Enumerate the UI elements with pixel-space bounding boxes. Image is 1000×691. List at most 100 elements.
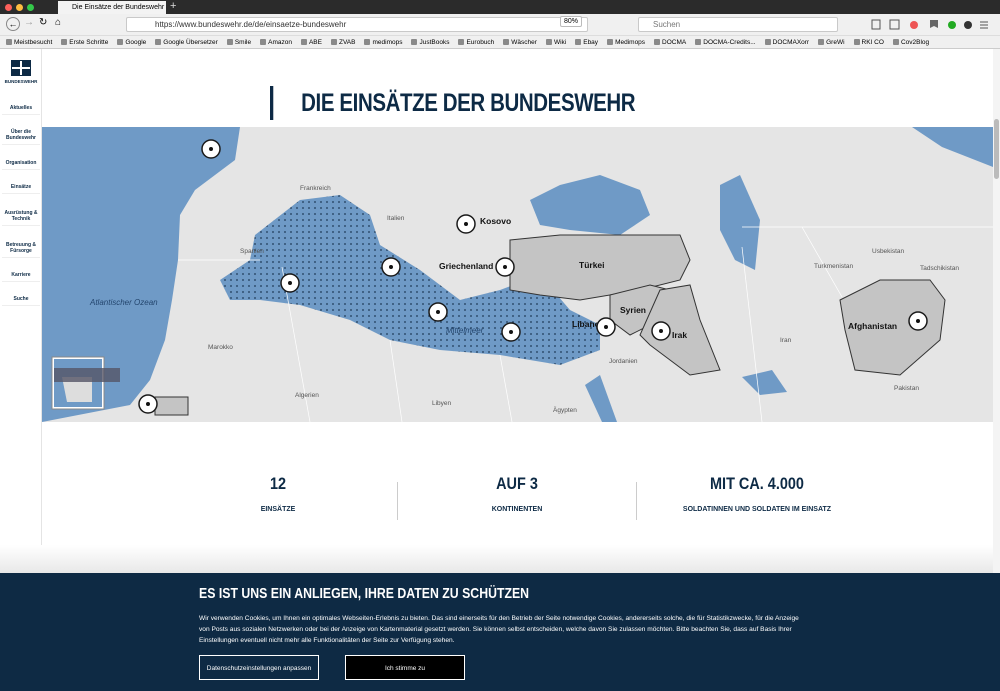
bookmark[interactable]: Meistbesucht [6, 36, 52, 48]
map-label: Ägypten [553, 406, 577, 414]
map-label: Kosovo [480, 216, 511, 226]
minimize-button[interactable] [16, 4, 23, 11]
bookmark[interactable]: DOCMA [654, 36, 686, 48]
bookmark[interactable]: Medimops [607, 36, 645, 48]
nav-item[interactable]: Aktuelles [2, 102, 40, 115]
map-label: Spanien [240, 248, 264, 255]
mission-markers [138, 139, 928, 414]
settings-button[interactable]: Datenschutzeinstellungen anpassen [199, 655, 319, 680]
bookmark[interactable]: Google [117, 36, 146, 48]
logo-text: BUNDESWEHR [4, 79, 38, 84]
close-button[interactable] [5, 4, 12, 11]
marker-dot [389, 265, 393, 269]
page-title: DIE EINSÄTZE DER BUNDESWEHR [270, 86, 636, 120]
marker-dot [659, 329, 663, 333]
stat-value: 12 [269, 474, 287, 493]
nav-item[interactable]: Organisation [2, 157, 40, 170]
fade [0, 545, 993, 573]
nav-bar: ← → ↻ ⌂ https://www.bundeswehr.de/de/ein… [0, 14, 1000, 36]
borders [178, 226, 993, 422]
url-field[interactable]: https://www.bundeswehr.de/de/einsaetze-b… [126, 17, 588, 32]
map-label: Marokko [208, 344, 233, 351]
bookmark[interactable]: GreWi [818, 36, 844, 48]
toolbar-icons [871, 19, 988, 30]
map-label: Usbekistan [872, 248, 905, 255]
bookmark[interactable]: ABE [301, 36, 322, 48]
mission-countries [154, 234, 946, 416]
home-button[interactable]: ⌂ [55, 17, 62, 28]
map-label: Jordanien [609, 358, 638, 365]
map-label: Mittelmeer [446, 326, 484, 335]
nav-item[interactable]: Einsätze [2, 181, 40, 194]
bookmark[interactable]: Wäscher [503, 36, 537, 48]
map-label: Turkmenistan [814, 263, 854, 270]
marker-dot [503, 265, 507, 269]
bookmark[interactable]: Wiki [546, 36, 566, 48]
forward-button[interactable]: → [24, 17, 34, 28]
tab[interactable]: Die Einsätze der Bundeswehr [58, 1, 166, 14]
nav-item[interactable]: Betreuung & Fürsorge [2, 239, 40, 258]
accept-button[interactable]: Ich stimme zu [345, 655, 465, 680]
reload-button[interactable]: ↻ [39, 17, 48, 28]
scrollbar[interactable] [993, 49, 1000, 573]
cookie-banner: ES IST UNS EIN ANLIEGEN, IHRE DATEN ZU S… [0, 573, 1000, 691]
bookmark[interactable]: Smile [227, 36, 251, 48]
zoom-button[interactable] [27, 4, 34, 11]
mission-map: Frankreich Spanien Atlantischer Ozean Marok… [42, 127, 993, 422]
bookmark[interactable]: medimops [364, 36, 402, 48]
zoom-indicator[interactable]: 80% [560, 16, 583, 27]
map-label: Irak [672, 330, 687, 340]
nav-item[interactable]: Karriere [2, 269, 40, 282]
back-button[interactable]: ← [6, 17, 20, 31]
stat: AUF 3 KONTINENTEN [397, 474, 637, 513]
marker-dot [464, 222, 468, 226]
stat-value: MIT CA. 4.000 [710, 474, 804, 493]
marker-dot [288, 281, 292, 285]
new-tab[interactable]: + [170, 0, 177, 12]
bookmark[interactable]: Amazon [260, 36, 292, 48]
map-label: Afghanistan [848, 321, 897, 331]
bookmark[interactable]: Ebay [575, 36, 598, 48]
search-field[interactable]: Suchen [638, 17, 838, 32]
stat: MIT CA. 4.000 SOLDATINNEN UND SOLDATEN IM… [637, 474, 877, 513]
map-label: Tadschikistan [920, 265, 959, 272]
nav-item[interactable]: Über die Bundeswehr [2, 126, 40, 145]
overview-inset [51, 356, 120, 410]
sidebar: BUNDESWEHR Aktuelles Über die Bundeswehr O… [0, 49, 42, 573]
map-label: Türkei [579, 260, 605, 270]
bookmark[interactable]: ZVAB [331, 36, 356, 48]
map-label: Italien [387, 215, 405, 222]
bookmark[interactable]: DOCMAXorr [765, 36, 809, 48]
stat: 12 EINSÄTZE [158, 474, 398, 513]
map-labels: Frankreich Spanien Atlantischer Ozean Marok… [89, 185, 959, 414]
stat-label: SOLDATINNEN UND SOLDATEN IM EINSATZ [682, 506, 832, 513]
tab-bar: Die Einsätze der Bundeswehr + [0, 0, 1000, 14]
map-label: Iran [780, 337, 792, 344]
bookmark[interactable]: Erste Schritte [61, 36, 108, 48]
map-label: Griechenland [439, 261, 493, 271]
nav-item[interactable]: Ausrüstung & Technik [2, 207, 40, 226]
mediterranean-area [220, 195, 600, 365]
cookie-text: Wir verwenden Cookies, um Ihnen ein opti… [199, 615, 799, 644]
map-label: Algerien [295, 392, 319, 399]
inset-dropdown[interactable] [54, 368, 120, 382]
bookmark[interactable]: Cov2Blog [893, 36, 929, 48]
bookmarks-bar: Meistbesucht Erste Schritte Google Google Ü… [0, 36, 1000, 49]
logo-icon [11, 60, 31, 76]
bookmark[interactable]: RKI CO [854, 36, 884, 48]
marker-dot [146, 402, 150, 406]
bookmark[interactable]: Eurobuch [458, 36, 494, 48]
map-label: Libyen [432, 400, 452, 407]
nav-item[interactable]: Suche [2, 293, 40, 306]
map-label: Pakistan [894, 385, 919, 392]
map-label: Syrien [620, 305, 646, 315]
stat-value: AUF 3 [496, 474, 538, 493]
cookie-title: ES IST UNS EIN ANLIEGEN, IHRE DATEN ZU S… [199, 585, 530, 602]
bookmark[interactable]: Google Übersetzer [155, 36, 218, 48]
bookmark[interactable]: JustBooks [411, 36, 449, 48]
bookmark[interactable]: DOCMA-Credits... [695, 36, 755, 48]
marker-dot [209, 147, 213, 151]
marker-dot [436, 310, 440, 314]
divider [397, 482, 398, 520]
